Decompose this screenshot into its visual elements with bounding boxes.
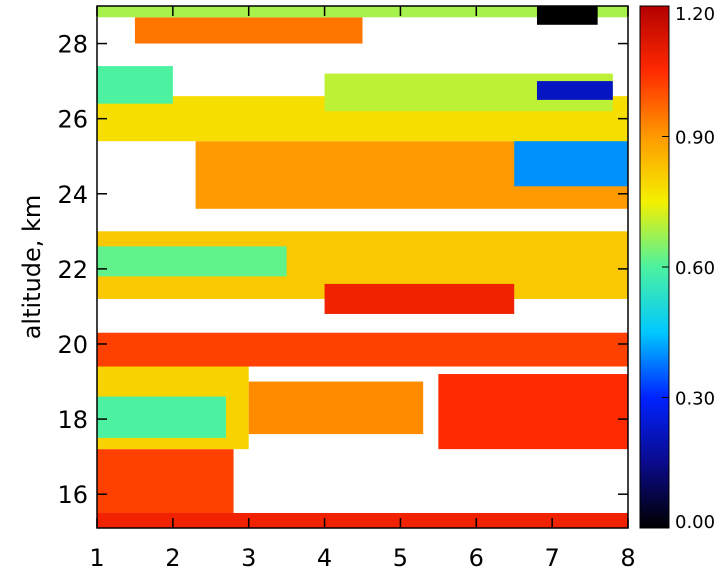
colorbar-tick-label: 0.60	[675, 258, 715, 279]
heatmap-band	[134, 17, 363, 44]
y-tick-label: 26	[57, 106, 88, 134]
heatmap-band	[536, 81, 613, 100]
heatmap-layer	[97, 6, 628, 528]
heatmap-band	[438, 374, 628, 450]
heatmap-band	[97, 246, 287, 277]
y-tick-label: 16	[57, 481, 88, 509]
x-tick-label: 7	[545, 544, 560, 572]
heatmap-band	[97, 6, 628, 18]
heatmap-band	[536, 6, 598, 25]
y-tick-label: 22	[57, 256, 88, 284]
y-tick-label: 20	[57, 331, 88, 359]
y-axis: 16 18 20 22 24 26 28	[57, 31, 628, 509]
x-tick-label: 6	[469, 544, 484, 572]
colorbar-tick-label: 0.30	[675, 389, 715, 410]
y-tick-label: 24	[57, 181, 88, 209]
colorbar-tick-label: 0.90	[675, 128, 715, 149]
colorbar-tick-label: 0.00	[675, 512, 715, 533]
y-axis-label: altitude, km	[18, 195, 46, 340]
heatmap-band	[97, 66, 173, 104]
x-tick-label: 2	[165, 544, 180, 572]
x-tick-label: 1	[89, 544, 104, 572]
heatmap-band	[97, 332, 628, 367]
x-tick-label: 4	[317, 544, 332, 572]
colorbar-ticks: 0.00 0.30 0.60 0.90 1.20	[662, 4, 715, 533]
x-tick-label: 3	[241, 544, 256, 572]
heatmap-band	[514, 137, 628, 187]
x-tick-label: 5	[393, 544, 408, 572]
heatmap-band	[324, 283, 515, 314]
colorbar-tick-label: 1.20	[675, 4, 715, 25]
x-axis: 1 2 3 4 5 6 7 8	[89, 6, 636, 572]
heatmap-band	[97, 449, 234, 525]
x-tick-label: 8	[620, 544, 635, 572]
y-tick-label: 28	[57, 31, 88, 59]
heatmap-band	[97, 396, 226, 438]
plot-frame	[96, 5, 629, 529]
heatmap-band	[97, 512, 628, 528]
heatmap-band	[248, 381, 424, 435]
y-tick-label: 18	[57, 406, 88, 434]
